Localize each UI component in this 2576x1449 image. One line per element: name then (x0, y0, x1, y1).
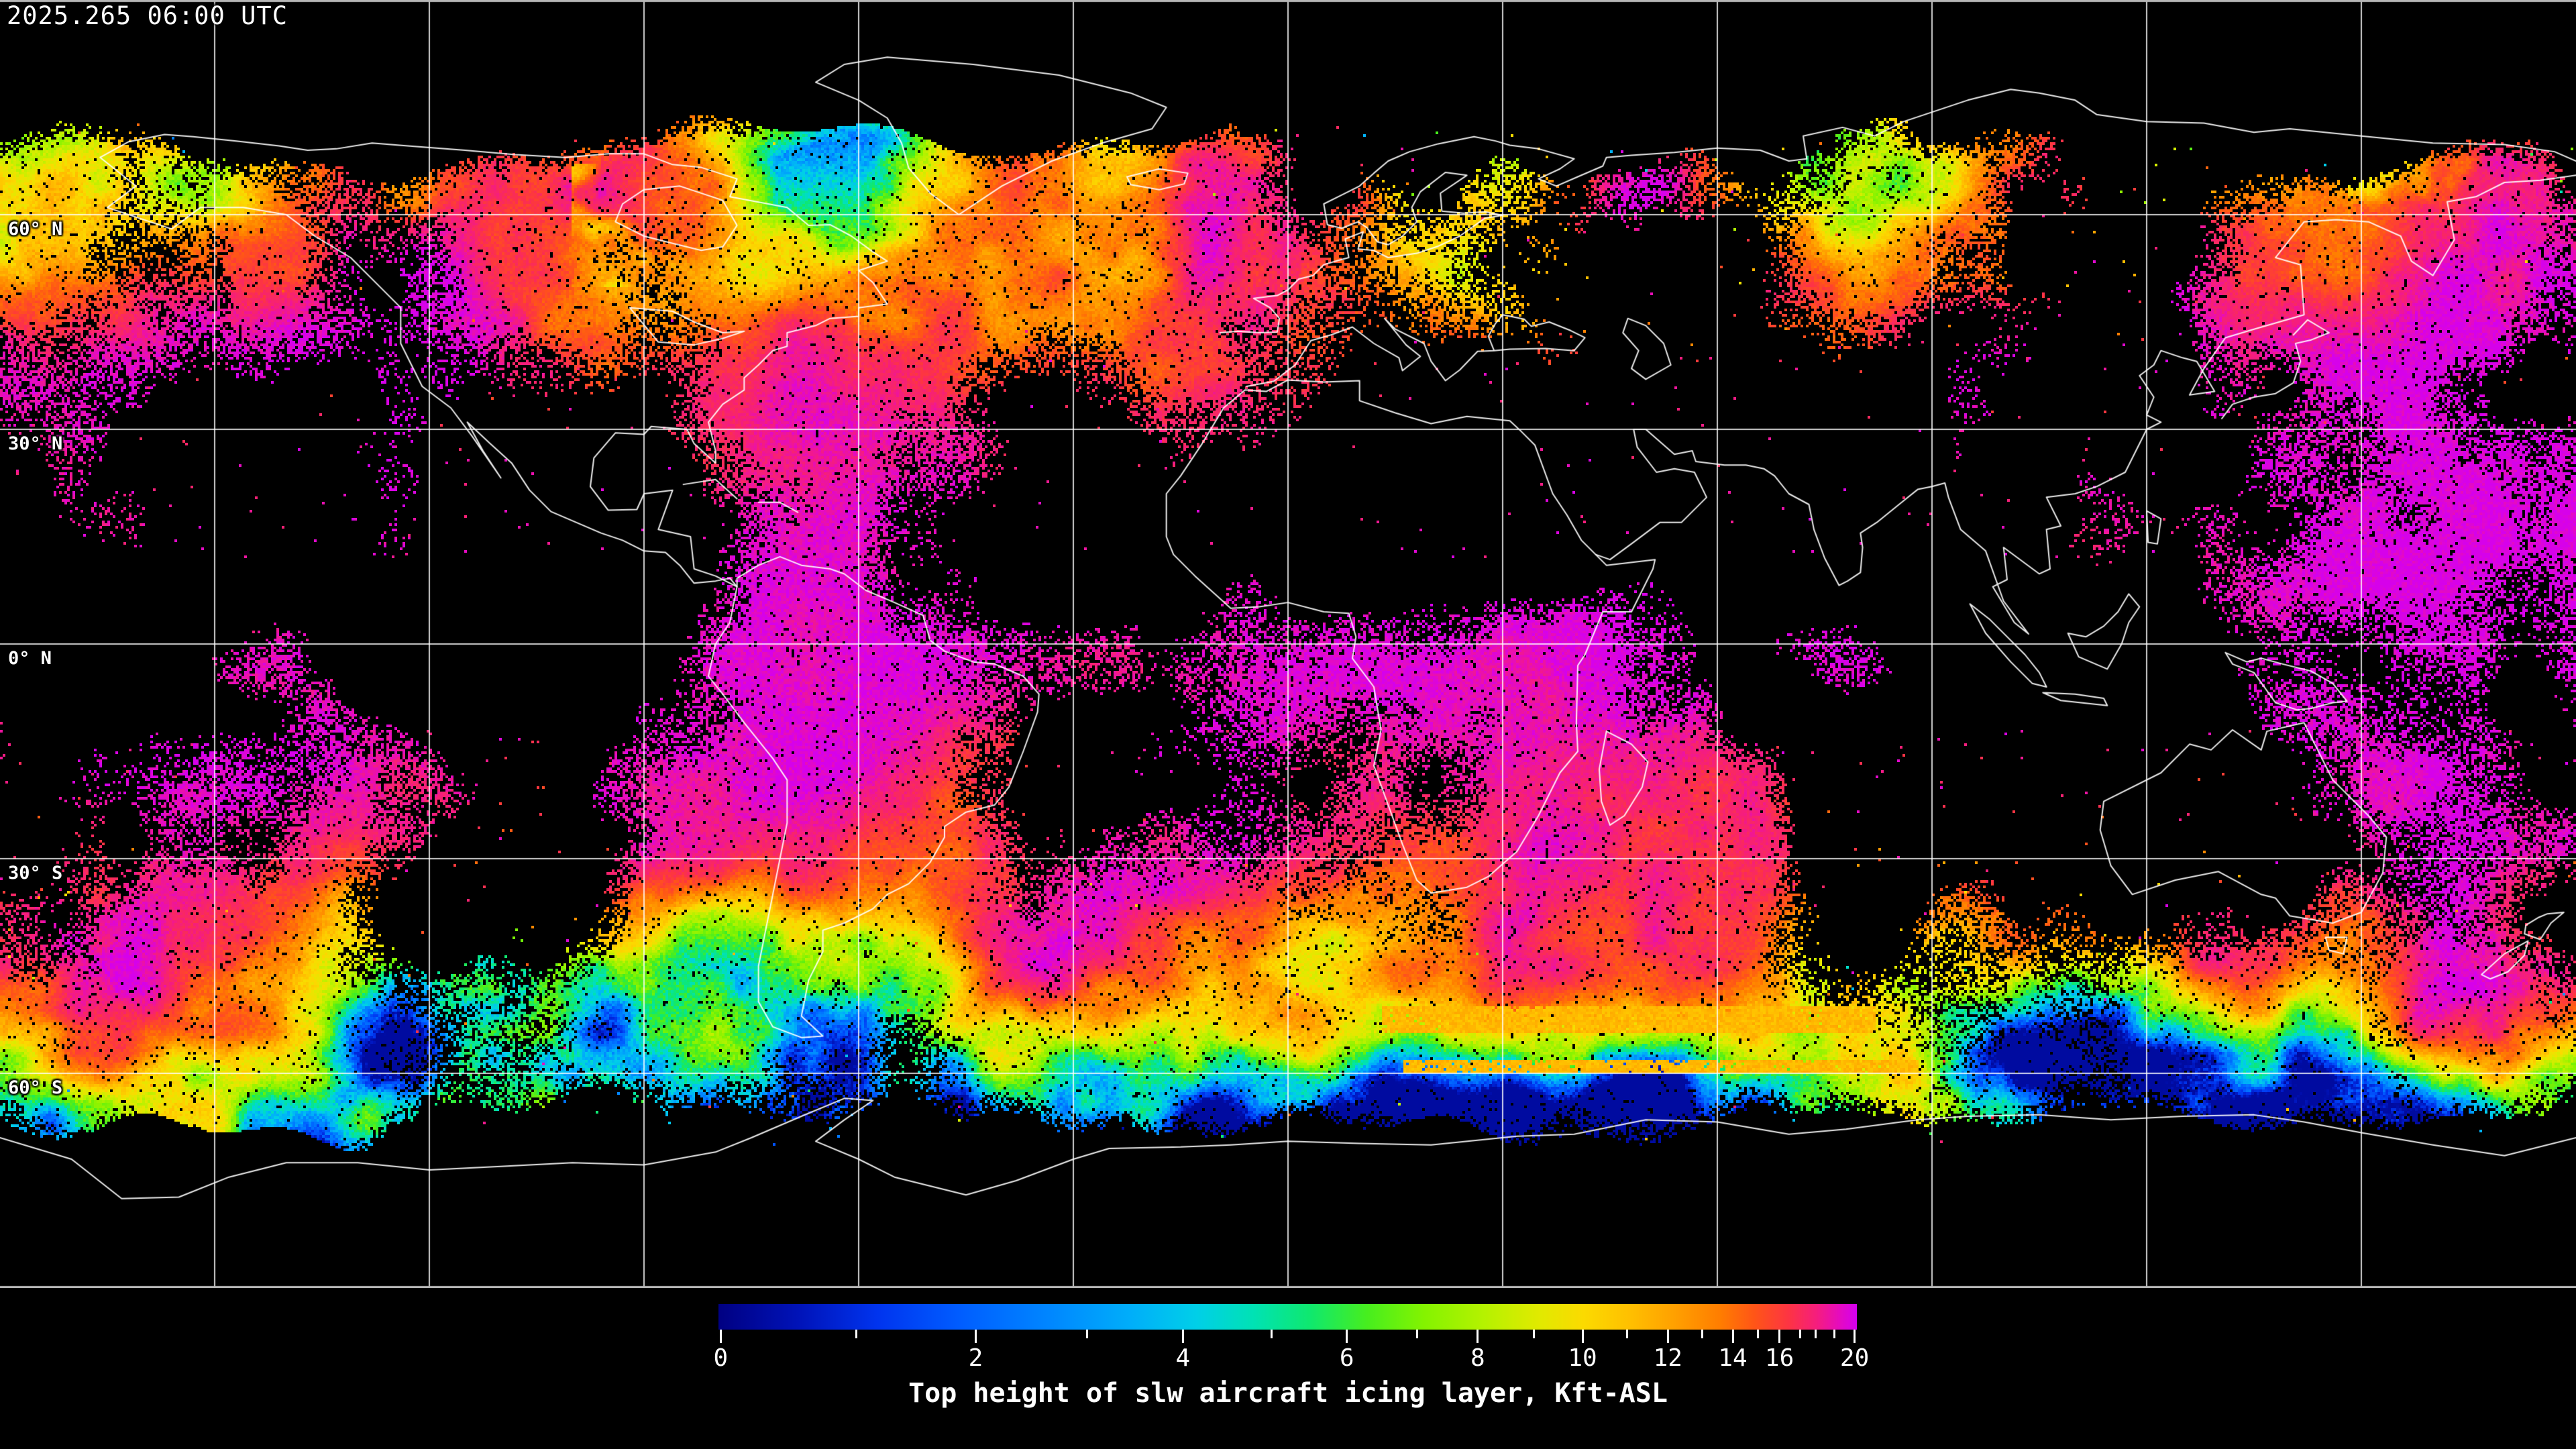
colorbar-tick-label: 8 (1470, 1344, 1485, 1372)
latitude-label-30n: 30° N (8, 433, 63, 454)
latitude-label-0n: 0° N (8, 648, 52, 669)
colorbar-tick-label: 0 (713, 1344, 729, 1372)
colorbar-gradient (718, 1304, 1857, 1330)
colorbar-minor-tick (1756, 1330, 1759, 1338)
latitude-label-60n: 60° N (8, 219, 63, 239)
colorbar-major-tick (719, 1330, 722, 1343)
world-map: 2025.265 06:00 UTC 60° N 30° N 0° N 30° … (0, 0, 2576, 1288)
colorbar-minor-tick (1271, 1330, 1273, 1338)
colorbar-tick-label: 14 (1718, 1344, 1748, 1372)
colorbar-minor-tick (1815, 1330, 1817, 1338)
colorbar-tick-label: 12 (1653, 1344, 1682, 1372)
colorbar-caption: Top height of slw aircraft icing layer, … (908, 1378, 1668, 1409)
colorbar-major-tick (1666, 1330, 1669, 1343)
colorbar-minor-tick (1701, 1330, 1703, 1338)
colorbar-major-tick (1854, 1330, 1856, 1343)
colorbar-minor-tick (855, 1330, 857, 1338)
colorbar-minor-tick (1625, 1330, 1628, 1338)
colorbar-major-tick (1477, 1330, 1479, 1343)
colorbar-major-tick (1778, 1330, 1781, 1343)
timestamp-label: 2025.265 06:00 UTC (7, 1, 288, 30)
colorbar-minor-tick (1416, 1330, 1419, 1338)
colorbar-tick-label: 4 (1175, 1344, 1191, 1372)
colorbar-tick-label: 16 (1764, 1344, 1794, 1372)
coastline-graticule-overlay (0, 0, 2576, 1288)
colorbar-tick-labels: 0 2 4 6 8 10 12 14 16 20 (714, 1344, 1870, 1375)
colorbar-major-tick (1581, 1330, 1584, 1343)
colorbar-tick-label: 10 (1568, 1344, 1597, 1372)
colorbar-minor-tick (1086, 1330, 1089, 1338)
colorbar-tick-label: 6 (1339, 1344, 1354, 1372)
colorbar-minor-tick (1833, 1330, 1835, 1338)
colorbar-ticks (718, 1330, 1857, 1344)
colorbar-tick-label: 2 (968, 1344, 983, 1372)
colorbar-major-tick (975, 1330, 977, 1343)
colorbar-major-tick (1731, 1330, 1734, 1343)
colorbar-tick-label: 20 (1839, 1344, 1870, 1372)
colorbar-minor-tick (1799, 1330, 1801, 1338)
colorbar-major-tick (1181, 1330, 1184, 1343)
latitude-label-60s: 60° S (8, 1077, 63, 1098)
colorbar-minor-tick (1532, 1330, 1535, 1338)
colorbar-major-tick (1346, 1330, 1348, 1343)
latitude-label-30s: 30° S (8, 863, 63, 883)
